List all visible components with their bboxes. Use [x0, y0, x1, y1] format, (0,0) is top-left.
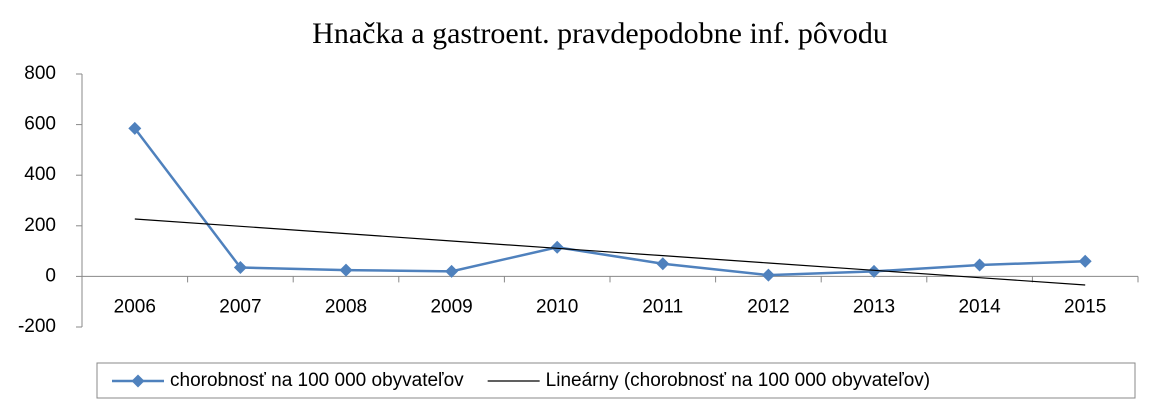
y-tick-label: -200	[18, 316, 56, 337]
series-line	[133, 127, 1086, 277]
marker	[761, 268, 775, 282]
y-tick-label: 0	[45, 265, 56, 286]
y-tick-label: 600	[24, 114, 56, 135]
marker	[656, 257, 670, 271]
marker	[973, 258, 987, 272]
x-tick-label: 2009	[430, 296, 472, 317]
x-tick-label: 2011	[642, 296, 683, 317]
marker	[128, 121, 142, 135]
y-tick-label: 400	[24, 164, 56, 185]
legend-label: chorobnosť na 100 000 obyvateľov	[170, 370, 464, 391]
marker	[1078, 254, 1092, 268]
marker	[445, 264, 459, 278]
x-tick-label: 2012	[747, 296, 789, 317]
x-tick-label: 2008	[325, 296, 367, 317]
marker	[339, 263, 353, 277]
x-tick-label: 2006	[114, 296, 156, 317]
x-tick-label: 2010	[536, 296, 578, 317]
legend-marker	[131, 374, 145, 388]
chart-title: Hnačka a gastroent. pravdepodobne inf. p…	[312, 17, 888, 50]
x-tick-label: 2014	[958, 296, 1001, 317]
series-line	[134, 218, 1086, 286]
x-tick-label: 2015	[1064, 296, 1106, 317]
x-tick-label: 2007	[219, 296, 261, 317]
y-tick-label: 800	[24, 63, 56, 84]
marker	[550, 240, 564, 254]
legend-label: Lineárny (chorobnosť na 100 000 obyvateľ…	[546, 370, 930, 391]
marker	[233, 261, 247, 275]
y-tick-label: 200	[24, 215, 56, 236]
x-tick-label: 2013	[853, 296, 895, 317]
marker	[867, 264, 881, 278]
legend-box	[96, 362, 1136, 399]
